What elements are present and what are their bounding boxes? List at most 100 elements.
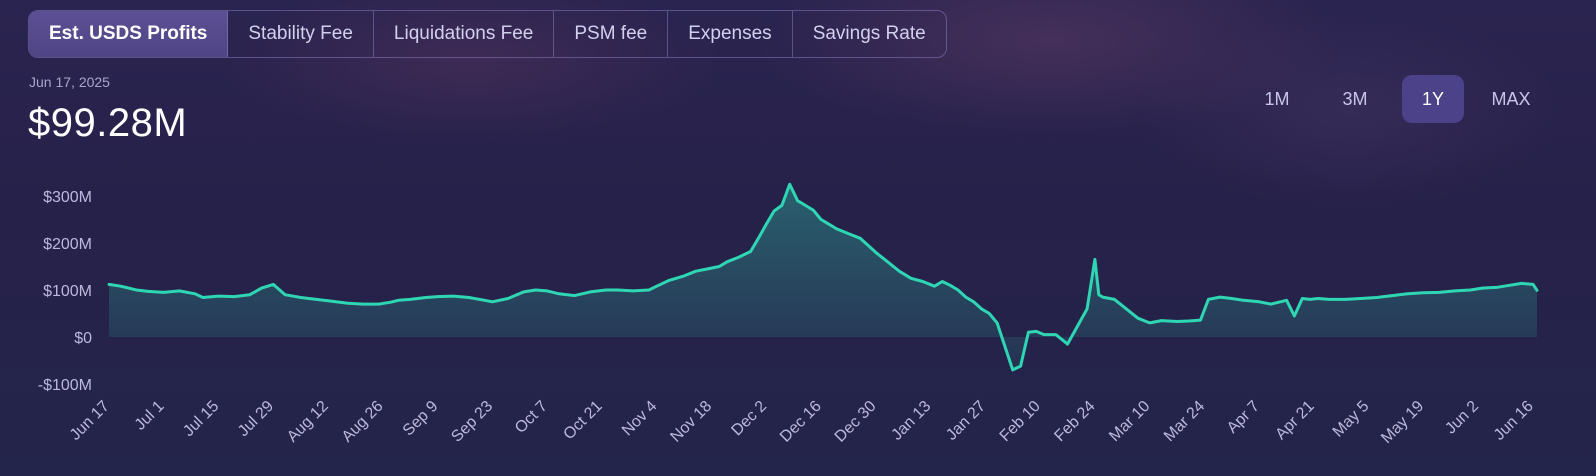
data-point[interactable] (1292, 314, 1296, 318)
data-point[interactable] (1097, 293, 1101, 297)
data-point[interactable] (886, 260, 890, 264)
data-point[interactable] (796, 199, 800, 203)
tab-est-usds-profits[interactable]: Est. USDS Profits (29, 11, 229, 57)
data-point[interactable] (803, 203, 807, 207)
tab-savings-rate[interactable]: Savings Rate (812, 23, 926, 44)
data-point[interactable] (1199, 318, 1203, 322)
data-point[interactable] (772, 209, 776, 213)
data-point[interactable] (979, 307, 983, 311)
data-point[interactable] (573, 294, 577, 298)
data-point[interactable] (694, 269, 698, 273)
data-point[interactable] (1496, 285, 1500, 289)
data-point[interactable] (119, 284, 123, 288)
data-point[interactable] (631, 289, 635, 293)
data-point[interactable] (557, 292, 561, 296)
tab-stability-fee[interactable]: Stability Fee (228, 11, 374, 57)
data-point[interactable] (956, 288, 960, 292)
data-point[interactable] (483, 298, 487, 302)
data-point[interactable] (299, 296, 303, 300)
data-point[interactable] (1101, 295, 1105, 299)
data-point[interactable] (725, 260, 729, 264)
data-point[interactable] (616, 288, 620, 292)
data-point[interactable] (1269, 302, 1273, 306)
data-point[interactable] (1422, 291, 1426, 295)
data-point[interactable] (1508, 283, 1512, 287)
data-point[interactable] (811, 208, 815, 212)
data-point[interactable] (283, 293, 287, 297)
data-point[interactable] (1206, 297, 1210, 301)
data-point[interactable] (933, 284, 937, 288)
data-point[interactable] (749, 250, 753, 254)
data-point[interactable] (533, 288, 537, 292)
data-point[interactable] (389, 300, 393, 304)
data-point[interactable] (604, 288, 608, 292)
data-point[interactable] (706, 267, 710, 271)
data-point[interactable] (1124, 307, 1128, 311)
data-point[interactable] (835, 227, 839, 231)
data-point[interactable] (1300, 297, 1304, 301)
data-point[interactable] (995, 321, 999, 325)
data-point[interactable] (1054, 333, 1058, 337)
data-point[interactable] (424, 296, 428, 300)
data-point[interactable] (909, 276, 913, 280)
data-point[interactable] (1136, 316, 1140, 320)
data-point[interactable] (1242, 298, 1246, 302)
data-point[interactable] (361, 302, 365, 306)
data-point[interactable] (436, 295, 440, 299)
data-point[interactable] (232, 295, 236, 299)
data-point[interactable] (1159, 319, 1163, 323)
data-point[interactable] (1308, 297, 1312, 301)
data-point[interactable] (682, 274, 686, 278)
range-3m-button[interactable]: 3M (1342, 89, 1368, 109)
data-point[interactable] (1230, 297, 1234, 301)
data-point[interactable] (780, 203, 784, 207)
tab-liquidations-fee[interactable]: Liquidations Fee (374, 11, 555, 57)
data-point[interactable] (1093, 257, 1097, 261)
data-point[interactable] (858, 236, 862, 240)
data-point[interactable] (647, 288, 651, 292)
data-point[interactable] (1019, 364, 1023, 368)
data-point[interactable] (1175, 320, 1179, 324)
data-point[interactable] (987, 312, 991, 316)
data-point[interactable] (162, 290, 166, 294)
data-point[interactable] (1480, 286, 1484, 290)
data-point[interactable] (1218, 295, 1222, 299)
data-point[interactable] (964, 295, 968, 299)
data-point[interactable] (897, 269, 901, 273)
data-point[interactable] (1469, 288, 1473, 292)
data-point[interactable] (201, 296, 205, 300)
data-point[interactable] (1535, 288, 1539, 292)
data-point[interactable] (146, 289, 150, 293)
data-point[interactable] (107, 282, 111, 286)
data-point[interactable] (756, 236, 760, 240)
data-point[interactable] (451, 294, 455, 298)
data-point[interactable] (737, 255, 741, 259)
range-1m-button[interactable]: 1M (1264, 89, 1290, 109)
data-point[interactable] (1343, 297, 1347, 301)
tab-expenses[interactable]: Expenses (668, 11, 793, 57)
data-point[interactable] (1437, 290, 1441, 294)
data-point[interactable] (346, 301, 350, 305)
data-point[interactable] (1085, 307, 1089, 311)
range-1y-button[interactable]: 1Y (1402, 75, 1464, 123)
data-point[interactable] (1531, 282, 1535, 286)
data-point[interactable] (948, 283, 952, 287)
data-point[interactable] (1042, 333, 1046, 337)
data-point[interactable] (972, 300, 976, 304)
data-point[interactable] (490, 300, 494, 304)
data-point[interactable] (248, 293, 252, 297)
data-point[interactable] (330, 299, 334, 303)
data-point[interactable] (522, 290, 526, 294)
data-point[interactable] (260, 286, 264, 290)
data-point[interactable] (1519, 281, 1523, 285)
data-point[interactable] (1011, 368, 1015, 372)
data-point[interactable] (1406, 292, 1410, 296)
data-point[interactable] (874, 250, 878, 254)
data-point[interactable] (940, 280, 944, 284)
data-point[interactable] (788, 182, 792, 186)
tab-psm-fee[interactable]: PSM fee (554, 11, 669, 57)
data-point[interactable] (1113, 297, 1117, 301)
data-point[interactable] (506, 297, 510, 301)
data-point[interactable] (1148, 321, 1152, 325)
